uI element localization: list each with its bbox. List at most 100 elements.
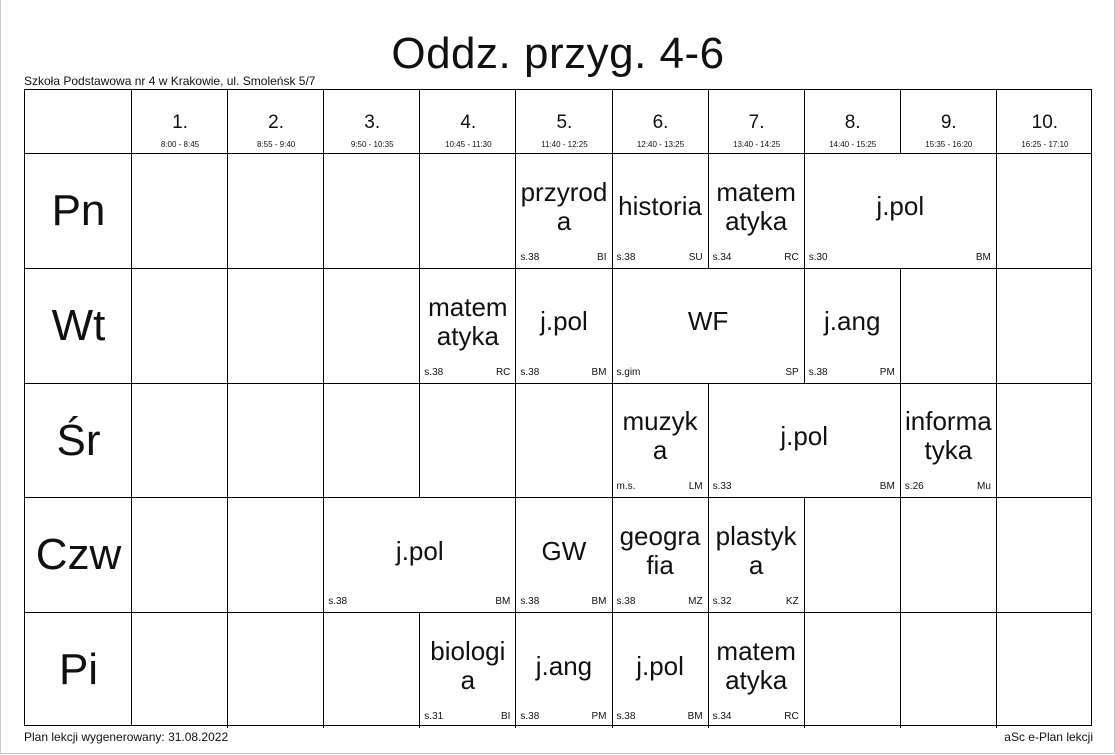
grid-line <box>419 90 421 154</box>
lesson-subject: matematyka <box>716 176 796 236</box>
lesson-room: s.33 <box>712 481 732 493</box>
grid-line <box>707 498 709 614</box>
lesson-cell[interactable]: informatyka s.26 Mu <box>901 384 996 498</box>
grid-line <box>803 90 805 154</box>
grid-line <box>899 498 901 614</box>
lesson-cell[interactable]: przyroda s.38 BI <box>516 154 611 268</box>
grid-line <box>419 613 421 728</box>
grid-line <box>803 613 805 728</box>
lesson-cell[interactable]: j.pol s.38 BM <box>324 498 515 612</box>
grid-line <box>995 498 997 614</box>
lesson-cell[interactable]: j.pol s.30 BM <box>805 154 996 268</box>
grid-line <box>323 268 325 384</box>
grid-line <box>323 154 325 269</box>
lesson-room: s.38 <box>616 251 636 263</box>
lesson-cell[interactable]: j.ang s.38 PM <box>516 613 611 727</box>
grid-line <box>419 154 421 269</box>
lesson-teacher: BM <box>687 710 703 722</box>
lesson-teacher: BM <box>879 481 895 493</box>
grid-line <box>707 383 709 499</box>
lesson-teacher: RC <box>495 366 511 378</box>
lesson-room: s.34 <box>712 710 732 722</box>
generated-date: Plan lekcji wygenerowany: 31.08.2022 <box>24 730 229 744</box>
lesson-subject: matematyka <box>716 636 796 696</box>
lesson-cell[interactable]: j.pol s.38 BM <box>613 613 708 727</box>
grid-line <box>611 268 613 384</box>
lesson-teacher: PM <box>591 710 607 722</box>
grid-line <box>323 613 325 728</box>
timetable-grid: 1. 8:00 - 8:45 2. 8:55 - 9:40 3. 9:50 - 10:35… <box>24 89 1092 728</box>
lesson-teacher: BM <box>975 251 991 263</box>
lesson-teacher: Mu <box>976 481 991 493</box>
lesson-room: s.38 <box>328 596 348 608</box>
grid-line <box>25 153 1091 154</box>
grid-line <box>707 613 709 728</box>
lesson-cell[interactable]: j.pol s.33 BM <box>709 384 900 498</box>
grid-line <box>515 613 517 728</box>
grid-line <box>611 90 613 154</box>
lesson-subject: j.pol <box>780 420 829 451</box>
lesson-room: s.38 <box>424 366 444 378</box>
period-number: 10. <box>1031 112 1059 133</box>
lesson-room: s.38 <box>520 710 540 722</box>
lesson-cell[interactable]: WF s.gim SP <box>613 269 804 383</box>
grid-line <box>707 90 709 154</box>
lesson-cell[interactable]: biologia s.31 BI <box>420 613 515 727</box>
period-number: 6. <box>652 112 669 133</box>
grid-line <box>323 498 325 614</box>
period-time: 9:50 - 10:35 <box>350 140 394 149</box>
grid-line <box>323 383 325 499</box>
lesson-cell[interactable]: muzyka m.s. LM <box>613 384 708 498</box>
lesson-cell[interactable]: matematyka s.34 RC <box>709 154 804 268</box>
grid-line <box>227 613 229 728</box>
grid-line <box>995 90 997 154</box>
grid-line <box>899 268 901 384</box>
lesson-cell[interactable]: j.pol s.38 BM <box>516 269 611 383</box>
lesson-room: s.38 <box>520 596 540 608</box>
lesson-cell[interactable]: matematyka s.34 RC <box>709 613 804 727</box>
lesson-room: s.38 <box>808 366 828 378</box>
lesson-subject: j.pol <box>636 650 684 681</box>
lesson-room: s.32 <box>712 596 732 608</box>
grid-line <box>419 268 421 384</box>
grid-line <box>611 498 613 614</box>
lesson-teacher: RC <box>784 251 799 263</box>
grid-line <box>995 268 997 384</box>
lesson-subject: WF <box>687 306 729 337</box>
lesson-teacher: BI <box>500 710 511 722</box>
lesson-room: s.31 <box>424 710 444 722</box>
grid-line <box>515 268 517 384</box>
lesson-room: s.38 <box>616 596 636 608</box>
day-label: Pi <box>58 645 99 695</box>
grid-line <box>25 382 1091 384</box>
lesson-cell[interactable]: GW s.38 BM <box>516 498 611 612</box>
lesson-subject: biologia <box>430 636 506 696</box>
day-label: Wt <box>51 300 106 350</box>
grid-line <box>611 154 613 269</box>
grid-line <box>995 613 997 728</box>
lesson-cell[interactable]: historia s.38 SU <box>613 154 708 268</box>
period-time: 12:40 - 13:25 <box>636 140 685 149</box>
period-time: 14:40 - 15:25 <box>829 140 877 149</box>
grid-line <box>131 90 132 725</box>
period-time: 8:55 - 9:40 <box>256 140 296 149</box>
lesson-cell[interactable]: plastyka s.32 KZ <box>709 498 804 612</box>
grid-line <box>899 613 901 728</box>
lesson-cell[interactable]: j.ang s.38 PM <box>805 269 900 383</box>
lesson-room: s.gim <box>616 366 641 378</box>
lesson-room: s.30 <box>808 251 828 263</box>
period-number: 4. <box>460 112 477 133</box>
grid-line <box>803 154 805 269</box>
lesson-teacher: PM <box>879 366 895 378</box>
lesson-cell[interactable]: geografia s.38 MZ <box>613 498 708 612</box>
grid-line <box>25 267 1091 269</box>
period-number: 9. <box>940 112 957 133</box>
lesson-teacher: SP <box>785 366 799 378</box>
lesson-room: s.38 <box>520 366 540 378</box>
period-time: 15:35 - 16:20 <box>925 140 973 149</box>
grid-line <box>611 383 613 499</box>
lesson-subject: matematyka <box>428 291 508 351</box>
lesson-cell[interactable]: matematyka s.38 RC <box>420 269 515 383</box>
grid-line <box>227 154 229 269</box>
period-number: 1. <box>172 112 188 133</box>
